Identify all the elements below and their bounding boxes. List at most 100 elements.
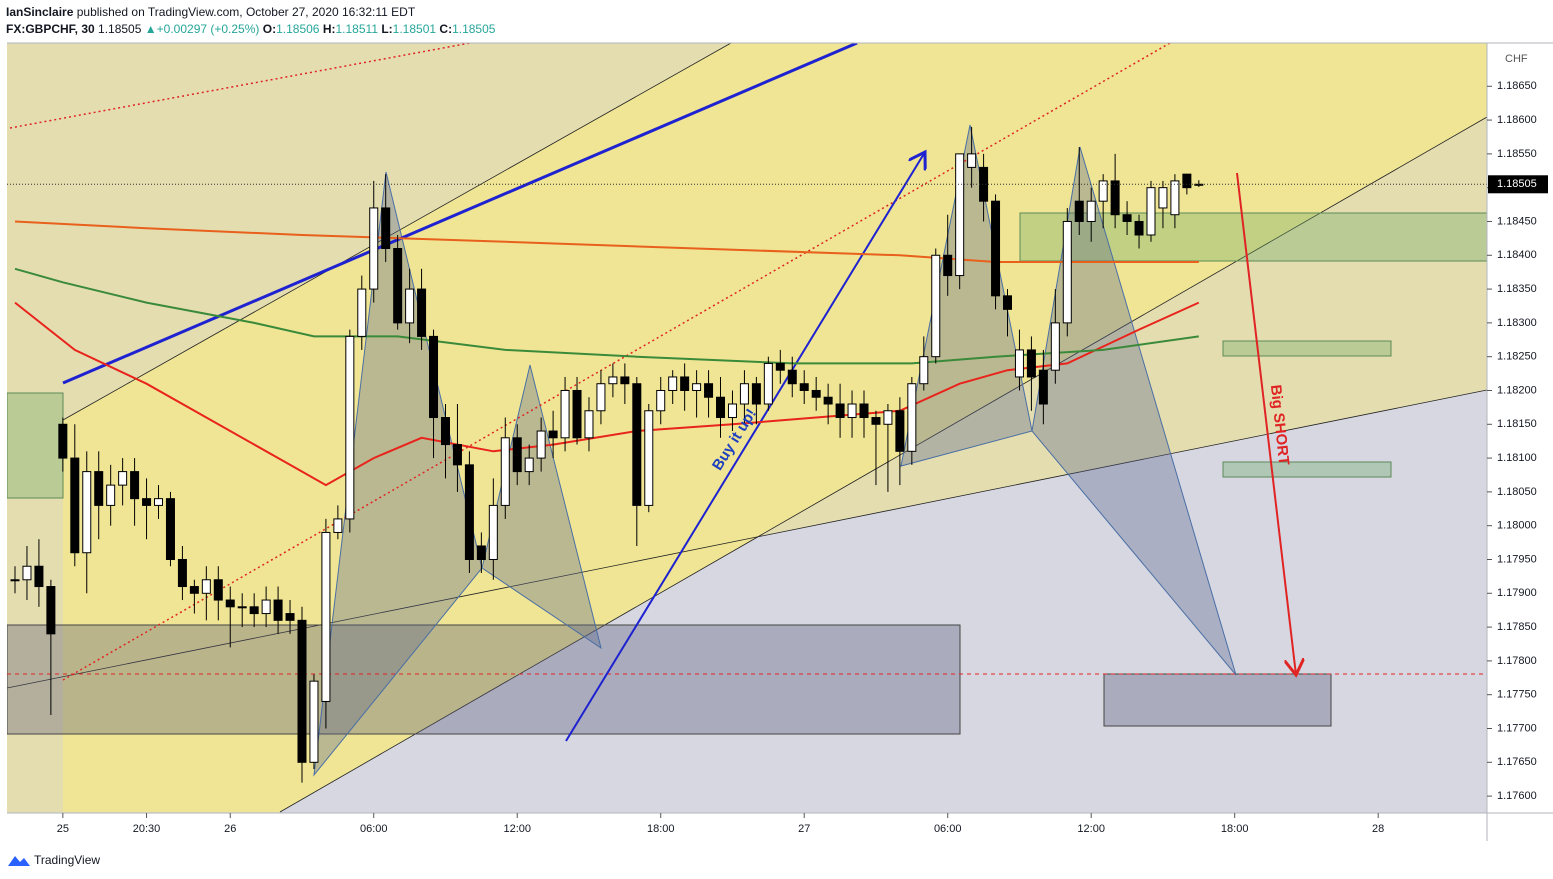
- candle-body: [1170, 180, 1180, 216]
- arrow-down: [1236, 172, 1296, 675]
- candle-body: [82, 471, 92, 554]
- candle-body: [943, 254, 953, 277]
- candle-body: [787, 369, 797, 385]
- zone-box: [7, 392, 64, 499]
- x-tick-label: 20:30: [133, 823, 161, 835]
- last-price-label: 1.18505: [1497, 178, 1537, 190]
- candle-body: [309, 680, 319, 763]
- h-value: 1.18511: [335, 22, 379, 36]
- candle-body: [608, 376, 618, 385]
- candle-body: [644, 410, 654, 506]
- candle-body: [225, 599, 235, 608]
- y-tick-label: 1.17900: [1497, 587, 1537, 599]
- arrow-up: [565, 152, 925, 742]
- candle-body: [859, 403, 869, 419]
- candle-body: [94, 471, 104, 506]
- candle-body: [452, 444, 462, 466]
- candle-body: [476, 545, 486, 560]
- y-tick-label: 1.17800: [1497, 655, 1537, 667]
- candle-body: [1050, 322, 1060, 371]
- x-tick-label: 06:00: [360, 823, 388, 835]
- candle-body: [1002, 295, 1012, 310]
- trendline: [279, 116, 1487, 813]
- trendline-bold: [62, 43, 858, 385]
- candle-body: [405, 288, 415, 324]
- moving-average: [14, 267, 1199, 365]
- currency: CHF: [1505, 53, 1528, 65]
- l-label: L:: [381, 22, 393, 36]
- candle-body: [417, 288, 427, 337]
- candle-body: [1182, 173, 1192, 189]
- l-value: 1.18501: [392, 22, 437, 36]
- candle-body: [548, 430, 558, 439]
- candle-body: [1098, 180, 1108, 202]
- candle-body: [620, 376, 630, 385]
- candle-body: [1062, 220, 1072, 324]
- candle-body: [488, 504, 498, 560]
- logo: [8, 856, 30, 866]
- candle-body: [668, 376, 678, 391]
- candle-body: [1086, 200, 1096, 222]
- change: +0.00297 (+0.25%): [156, 22, 260, 36]
- candle-body: [991, 200, 1001, 297]
- candle-body: [357, 288, 367, 337]
- candle-body: [22, 565, 32, 581]
- candle-body: [201, 579, 211, 594]
- candle-body: [883, 410, 893, 425]
- candle-body: [1134, 220, 1144, 236]
- candle-body: [967, 153, 977, 168]
- y-tick-label: 1.18000: [1497, 520, 1537, 532]
- candle-body: [763, 362, 773, 405]
- candle-body: [321, 531, 331, 702]
- y-tick-label: 1.18550: [1497, 148, 1537, 160]
- y-tick-label: 1.17850: [1497, 621, 1537, 633]
- candle-body: [871, 417, 881, 425]
- y-tick-label: 1.17700: [1497, 722, 1537, 734]
- candle-body: [213, 579, 223, 601]
- candle-body: [584, 410, 594, 439]
- y-tick-label: 1.18650: [1497, 80, 1537, 92]
- header: IanSinclaire published on TradingView.co…: [6, 4, 495, 38]
- candle-body: [799, 383, 809, 391]
- x-tick-label: 27: [798, 823, 810, 835]
- candle-body: [261, 599, 271, 615]
- candle-body: [154, 498, 164, 506]
- candle-body: [1146, 187, 1156, 236]
- candle-body: [560, 389, 570, 439]
- candle-body: [823, 396, 833, 405]
- zone-box: [1103, 673, 1332, 727]
- y-tick-label: 1.18100: [1497, 452, 1537, 464]
- candle-body: [596, 383, 606, 412]
- moving-average: [14, 220, 1199, 263]
- candle-body: [1158, 187, 1168, 209]
- candle-body: [130, 471, 140, 500]
- y-tick-label: 1.18350: [1497, 283, 1537, 295]
- trendline: [7, 389, 1487, 689]
- candle-body: [440, 417, 450, 446]
- candle-body: [177, 558, 187, 588]
- candle-body: [1038, 369, 1048, 405]
- candle-body: [369, 207, 379, 290]
- candle-body: [680, 376, 690, 391]
- y-tick-label: 1.17600: [1497, 790, 1537, 802]
- x-tick-label: 18:00: [647, 823, 675, 835]
- trendline: [62, 43, 732, 421]
- x-tick-label: 25: [57, 823, 69, 835]
- published: published on TradingView.com, October 27…: [76, 5, 416, 19]
- y-tick-label: 1.17950: [1497, 553, 1537, 565]
- candle-body: [704, 383, 714, 398]
- candle-body: [285, 613, 295, 621]
- candle-body: [1014, 349, 1024, 378]
- candle-body: [919, 356, 929, 385]
- y-tick-label: 1.18050: [1497, 486, 1537, 498]
- candle-body: [931, 254, 941, 358]
- arrow: ▲: [144, 22, 157, 36]
- candle-body: [572, 389, 582, 439]
- last: 1.18505: [98, 22, 142, 36]
- candle-body: [656, 389, 666, 412]
- candle-body: [464, 464, 474, 560]
- candle-body: [10, 579, 20, 582]
- x-tick-label: 18:00: [1221, 823, 1249, 835]
